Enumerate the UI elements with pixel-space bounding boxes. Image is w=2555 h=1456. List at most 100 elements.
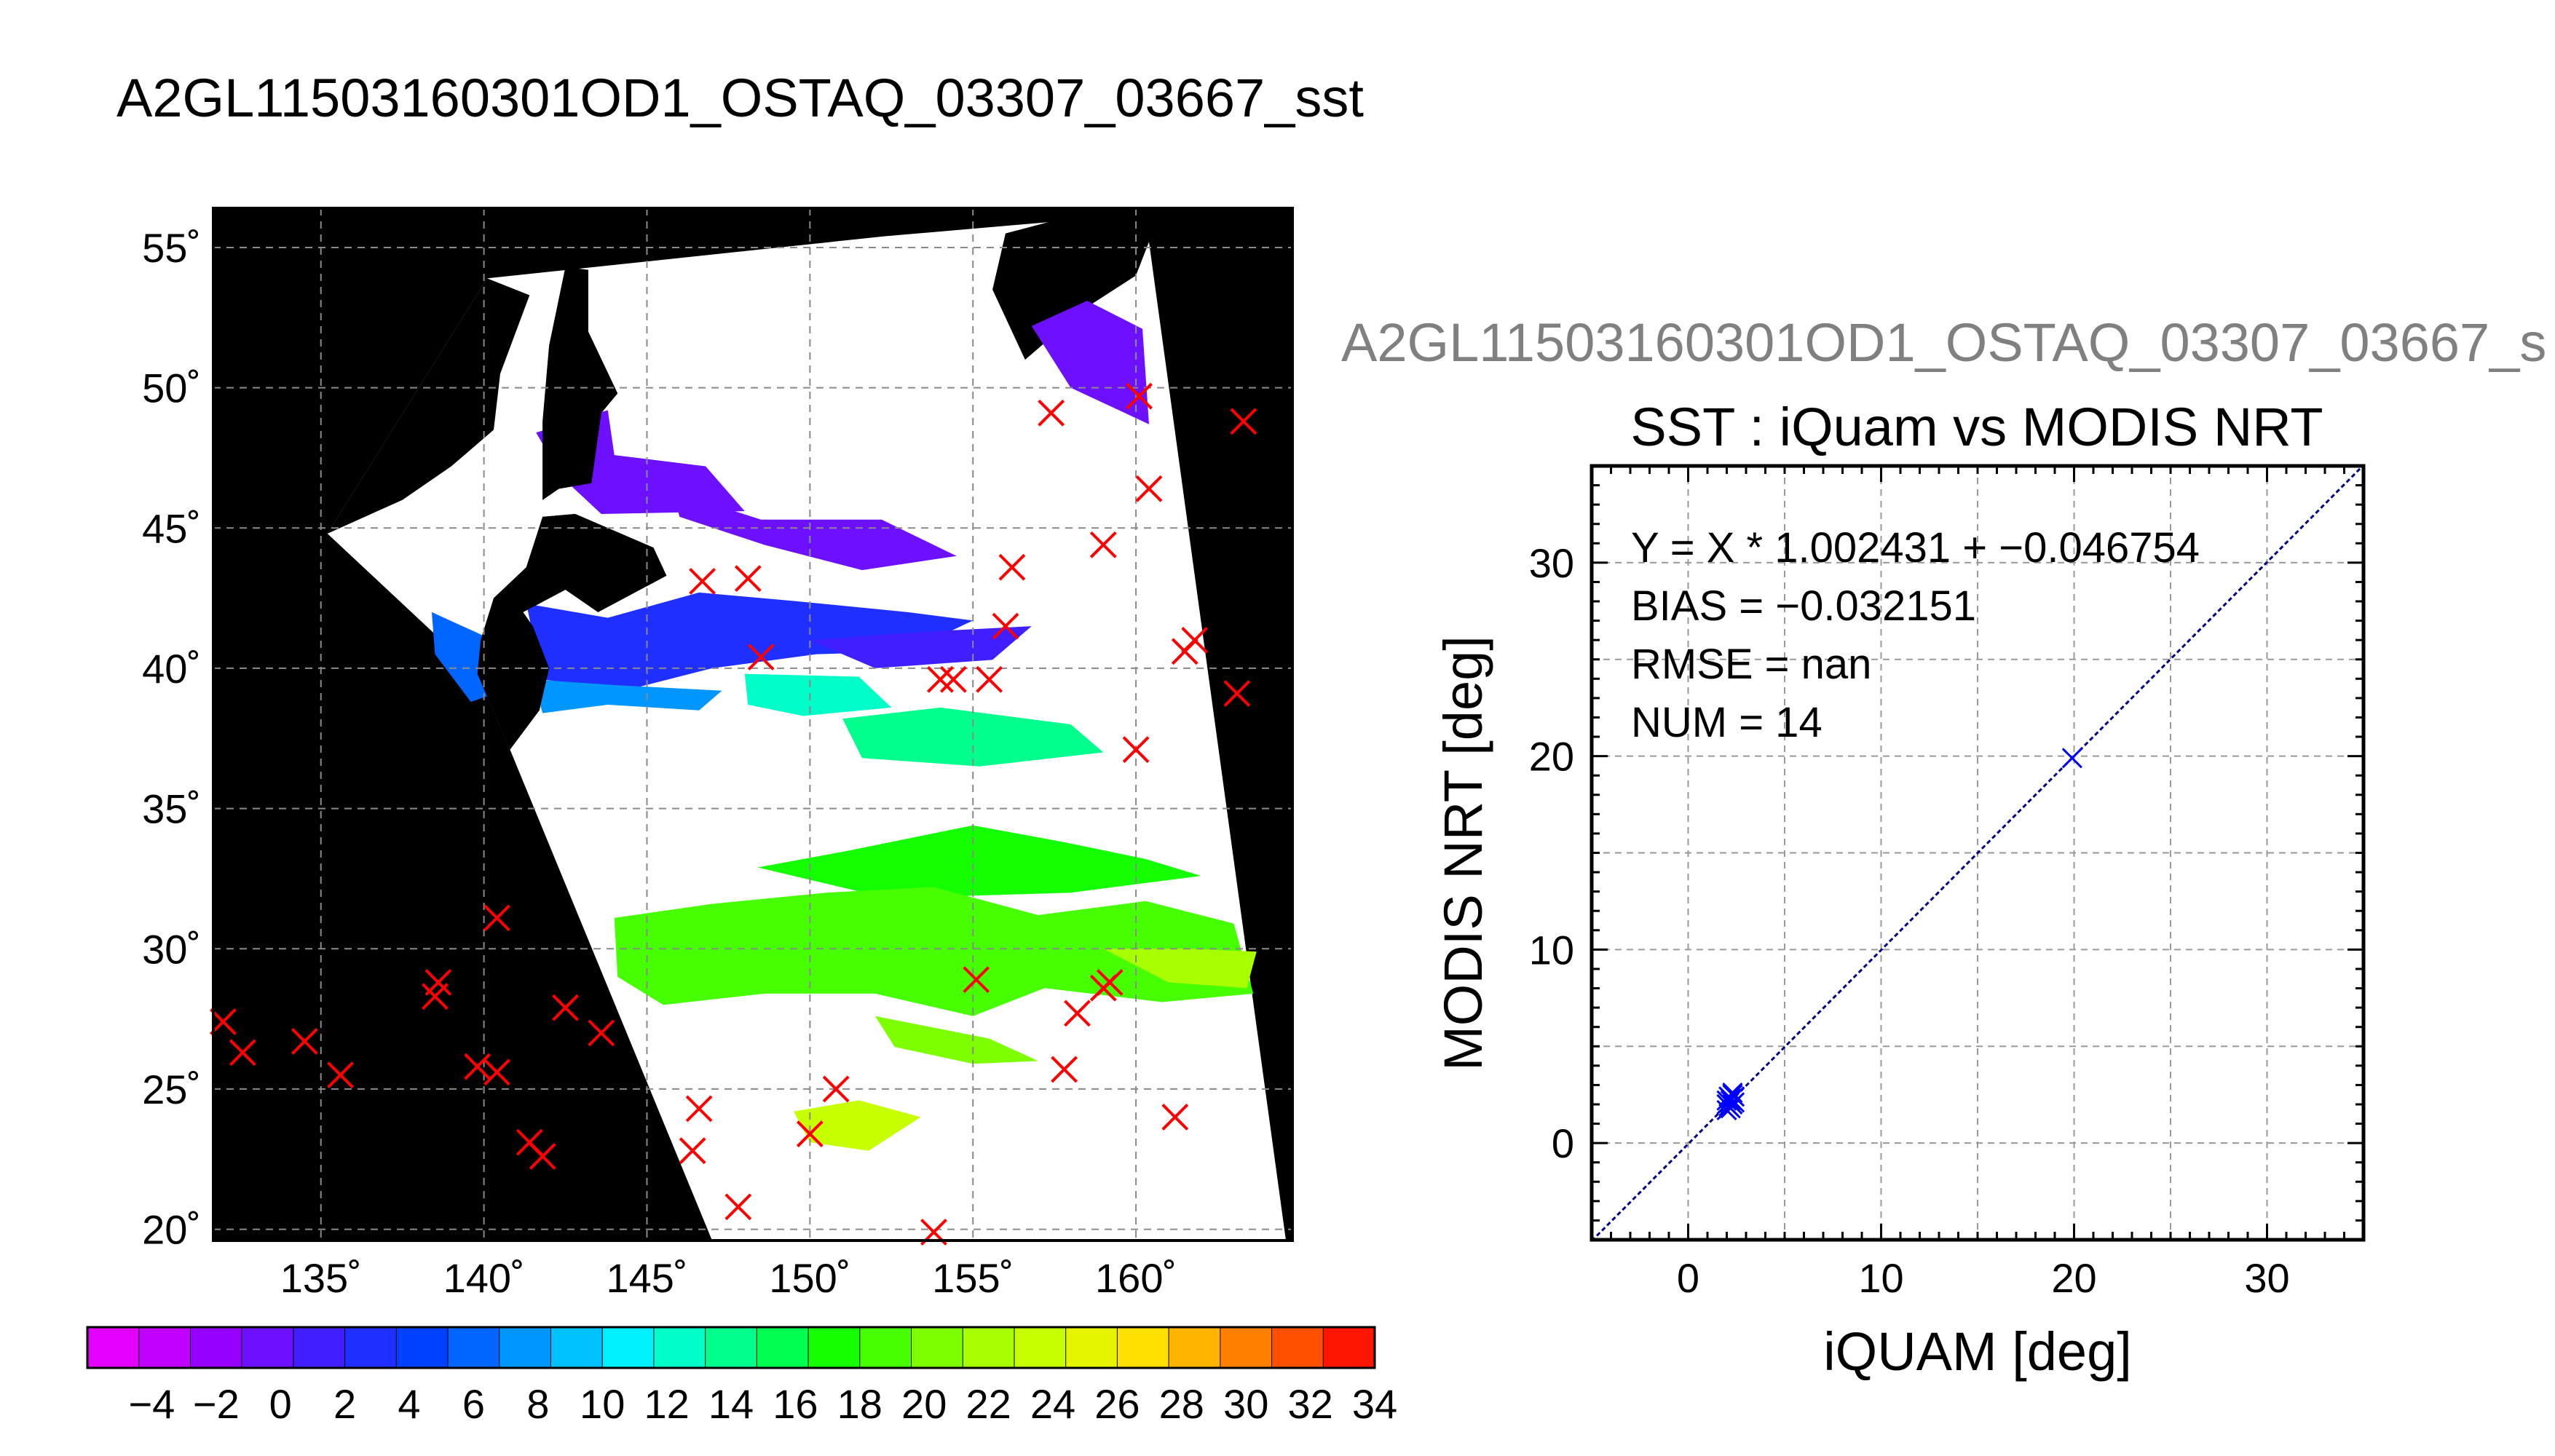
colorbar: −4 −2 0 2 4 6 8 10 12 14 16 18 20 22 24 26 28 30 32 34 [86, 1326, 1397, 1427]
scatter-point-stroke [2061, 748, 2082, 769]
longitude-tick-labels: 135˚ 140˚ 145˚ 150˚ 155˚ 160˚ [280, 1255, 1177, 1301]
match-point-marker [210, 1008, 237, 1035]
colorbar-label: 4 [398, 1381, 420, 1427]
match-point-marker [1126, 382, 1153, 410]
latitude-tick-label: 55˚ [142, 225, 201, 271]
match-point-marker [679, 1137, 706, 1165]
match-point-stroke [483, 904, 510, 932]
match-point-stroke [1122, 736, 1150, 764]
match-point-marker [1051, 1056, 1078, 1083]
match-point-marker [1096, 969, 1124, 996]
match-point-stroke [992, 612, 1019, 640]
colorbar-label: 30 [1223, 1381, 1268, 1427]
match-point-stroke [1161, 1104, 1189, 1131]
match-point-stroke [552, 994, 579, 1021]
match-point-stroke [734, 565, 762, 593]
colorbar-label: 10 [580, 1381, 625, 1427]
colorbar-swatch [1169, 1327, 1221, 1368]
sst-patch [1103, 949, 1257, 989]
colorbar-label: 16 [773, 1381, 818, 1427]
colorbar-label: 2 [333, 1381, 356, 1427]
fit-statistic: NUM = 14 [1631, 699, 1823, 746]
colorbar-swatch [1117, 1327, 1169, 1368]
match-point-marker [422, 983, 449, 1010]
match-point-stroke [747, 644, 775, 670]
match-point-marker [1223, 680, 1251, 708]
match-point-stroke [998, 553, 1026, 581]
colorbar-swatch [396, 1327, 449, 1368]
latitude-tick-label: 30˚ [142, 926, 201, 972]
latitude-tick-label: 45˚ [142, 505, 201, 551]
match-point-stroke [724, 1193, 752, 1221]
colorbar-swatch [1220, 1327, 1273, 1368]
fit-statistics: Y = X * 1.002431 + −0.046754 BIAS = −0.03… [1631, 524, 2200, 746]
colorbar-label: 0 [269, 1381, 292, 1427]
match-point-marker [327, 1061, 355, 1089]
match-point-stroke [588, 1019, 615, 1047]
sst-patch [744, 673, 892, 716]
longitude-tick-label: 145˚ [606, 1255, 687, 1301]
y-tick-labels: 0 10 20 30 [1529, 540, 1574, 1166]
scatter-point [1722, 1082, 1743, 1104]
land-overlay [477, 514, 667, 750]
scatter-points [1716, 748, 2082, 1121]
latitude-tick-labels: 20˚ 25˚ 30˚ 35˚ 40˚ 45˚ 50˚ 55˚ [142, 225, 201, 1253]
scatter-tick-marks [1590, 464, 2365, 1241]
colorbar-label: 22 [965, 1381, 1011, 1427]
colorbar-swatch [1271, 1327, 1324, 1368]
match-point-marker [464, 1053, 491, 1080]
match-point-marker [747, 644, 775, 670]
map-frame [212, 207, 1294, 1242]
colorbar-swatches [87, 1327, 1375, 1368]
match-point-marker [724, 1193, 752, 1221]
match-point-stroke [927, 665, 954, 693]
longitude-tick-label: 135˚ [280, 1255, 362, 1301]
match-point-stroke [1135, 475, 1163, 502]
colorbar-label: 24 [1030, 1381, 1075, 1427]
colorbar-label: −4 [128, 1381, 175, 1427]
match-point-stroke [516, 1128, 543, 1156]
match-point-stroke [464, 1053, 491, 1080]
sst-map: 135˚ 140˚ 145˚ 150˚ 155˚ 160˚ 20˚ 25˚ 30˚ 35˚ 40˚… [142, 207, 1294, 1301]
colorbar-swatch [1065, 1327, 1118, 1368]
colorbar-label: 26 [1094, 1381, 1140, 1427]
colorbar-swatch [1014, 1327, 1067, 1368]
match-point-marker [483, 904, 510, 932]
longitude-tick-label: 140˚ [443, 1255, 525, 1301]
colorbar-labels: −4 −2 0 2 4 6 8 10 12 14 16 18 20 22 24 26 28 30 32 34 [128, 1381, 1397, 1427]
match-point-stroke [1181, 626, 1209, 654]
colorbar-label: 14 [708, 1381, 754, 1427]
y-tick-label: 10 [1529, 927, 1574, 973]
match-point-marker [992, 612, 1019, 640]
scatter-file-title: A2GL11503160301OD1_OSTAQ_03307_03667_s [1341, 312, 2547, 373]
match-point-marker [529, 1142, 556, 1170]
fit-statistic: BIAS = −0.032151 [1631, 582, 1976, 630]
match-point-marker [1181, 626, 1209, 654]
match-point-marker [229, 1039, 256, 1067]
colorbar-label: 18 [837, 1381, 882, 1427]
match-points [210, 382, 1257, 1246]
match-point-stroke [822, 1075, 850, 1103]
colorbar-swatch [138, 1327, 191, 1368]
scatter-point [1720, 1090, 1741, 1111]
match-point-stroke [1051, 1056, 1078, 1083]
colorbar-swatch [963, 1327, 1015, 1368]
scatter-point-stroke [1722, 1082, 1743, 1104]
match-point-stroke [291, 1028, 318, 1055]
scatter-gridlines [1592, 466, 2364, 1240]
latitude-tick-label: 50˚ [142, 365, 201, 411]
colorbar-label: 8 [526, 1381, 549, 1427]
colorbar-label: 34 [1352, 1381, 1397, 1427]
match-point-stroke [327, 1061, 355, 1089]
colorbar-label: −2 [193, 1381, 240, 1427]
fit-statistic: Y = X * 1.002431 + −0.046754 [1631, 524, 2200, 571]
colorbar-swatch [1323, 1327, 1375, 1368]
match-point-stroke [1230, 408, 1257, 435]
match-point-stroke [976, 665, 1003, 693]
y-axis-label: MODIS NRT [deg] [1433, 636, 1493, 1071]
match-point-stroke [689, 568, 716, 595]
match-point-marker [796, 1120, 824, 1147]
sst-patch [1031, 301, 1149, 424]
colorbar-swatch [293, 1327, 346, 1368]
